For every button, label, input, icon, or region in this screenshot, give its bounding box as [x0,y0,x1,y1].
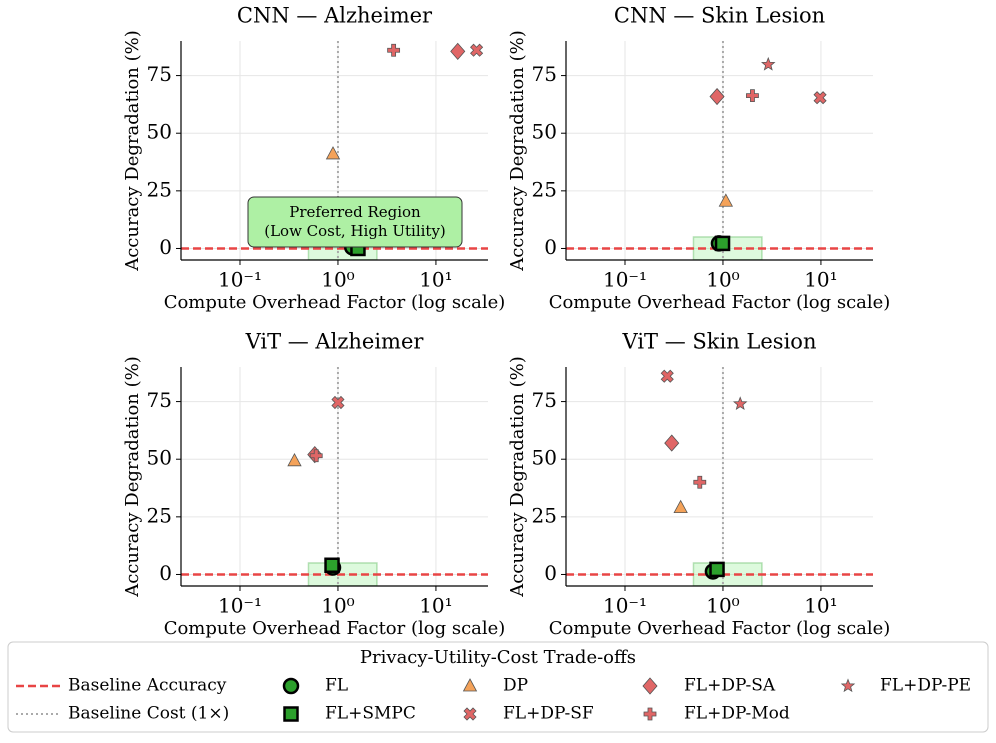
x-tick-label: 10⁰ [321,268,354,292]
marker-x [331,395,345,410]
y-tick-label: 25 [532,177,557,201]
y-tick-label: 25 [532,503,557,527]
legend-title: Privacy-Utility-Cost Trade-offs [360,647,636,668]
y-tick-label: 0 [159,235,172,259]
legend-marker [463,707,477,721]
y-tick-label: 0 [544,235,557,259]
y-tick-label: 50 [532,446,557,470]
x-tick-label: 10⁰ [706,268,739,292]
y-axis-label: Accuracy Degradation (%) [122,30,143,272]
y-tick-label: 75 [532,62,557,86]
y-tick-label: 50 [147,120,172,144]
marker-square [709,561,725,578]
marker-triangle [718,193,734,207]
legend-marker [643,707,657,721]
legend-label: Baseline Accuracy [68,676,227,696]
annotation-text: (Low Cost, High Utility) [264,222,446,240]
marker-diamond [709,87,725,106]
legend-label: DP [503,676,528,696]
legend-label: FL+DP-Mod [684,704,790,724]
x-tick-label: 10⁻¹ [603,268,647,292]
legend-marker [840,678,856,693]
y-axis-label: Accuracy Degradation (%) [507,356,528,598]
legend-marker [282,677,300,695]
marker-star [732,396,748,411]
marker-plus [746,89,759,103]
marker-plus [387,43,401,57]
x-tick-label: 10¹ [804,594,837,618]
marker-plus [309,449,323,463]
legend-box [7,641,989,733]
x-axis-label: Compute Overhead Factor (log scale) [164,618,506,639]
marker-x [660,369,674,383]
x-tick-label: 10⁻¹ [218,268,262,292]
x-axis-label: Compute Overhead Factor (log scale) [549,618,891,639]
marker-square [324,557,340,574]
y-tick-label: 0 [544,561,557,585]
legend-label: FL+SMPC [325,704,416,724]
x-tick-label: 10⁰ [321,594,354,618]
annotation-box [247,196,463,248]
y-tick-label: 25 [147,177,172,201]
subplot-title: ViT — Skin Lesion [622,330,817,354]
y-tick-label: 50 [147,446,172,470]
y-tick-label: 75 [532,388,557,412]
x-tick-label: 10⁻¹ [218,594,262,618]
x-tick-label: 10⁻¹ [603,594,647,618]
x-tick-label: 10⁰ [706,594,739,618]
legend-label: FL [325,676,348,696]
y-axis-label: Accuracy Degradation (%) [507,30,528,272]
legend-marker [642,677,658,695]
legend-label: Baseline Cost (1×) [68,704,229,724]
marker-diamond [664,434,680,452]
subplot-title: CNN — Skin Lesion [614,4,825,28]
y-tick-label: 25 [147,503,172,527]
marker-triangle [325,146,341,160]
y-tick-label: 0 [159,561,172,585]
marker-square [714,235,731,252]
marker-triangle [287,452,302,467]
legend-label: FL+DP-SA [684,676,776,696]
y-axis-label: Accuracy Degradation (%) [122,356,143,598]
x-tick-label: 10¹ [419,594,452,618]
x-axis-label: Compute Overhead Factor (log scale) [164,292,506,313]
marker-x [470,43,484,57]
marker-star [761,56,776,71]
annotation-text: Preferred Region [289,203,421,221]
x-axis-label: Compute Overhead Factor (log scale) [549,292,891,313]
legend-label: FL+DP-SF [503,704,594,724]
legend-marker [462,678,478,692]
marker-plus [693,475,707,489]
y-tick-label: 75 [147,388,172,412]
legend-marker [283,706,299,722]
marker-triangle [673,499,688,514]
marker-diamond [450,42,466,60]
y-tick-label: 50 [532,120,557,144]
marker-x [813,91,827,105]
legend-label: FL+DP-PE [880,676,971,696]
x-tick-label: 10¹ [419,268,452,292]
subplot-title: CNN — Alzheimer [237,4,433,28]
y-tick-label: 75 [147,62,172,86]
subplot-title: ViT — Alzheimer [245,330,425,354]
x-tick-label: 10¹ [804,268,837,292]
